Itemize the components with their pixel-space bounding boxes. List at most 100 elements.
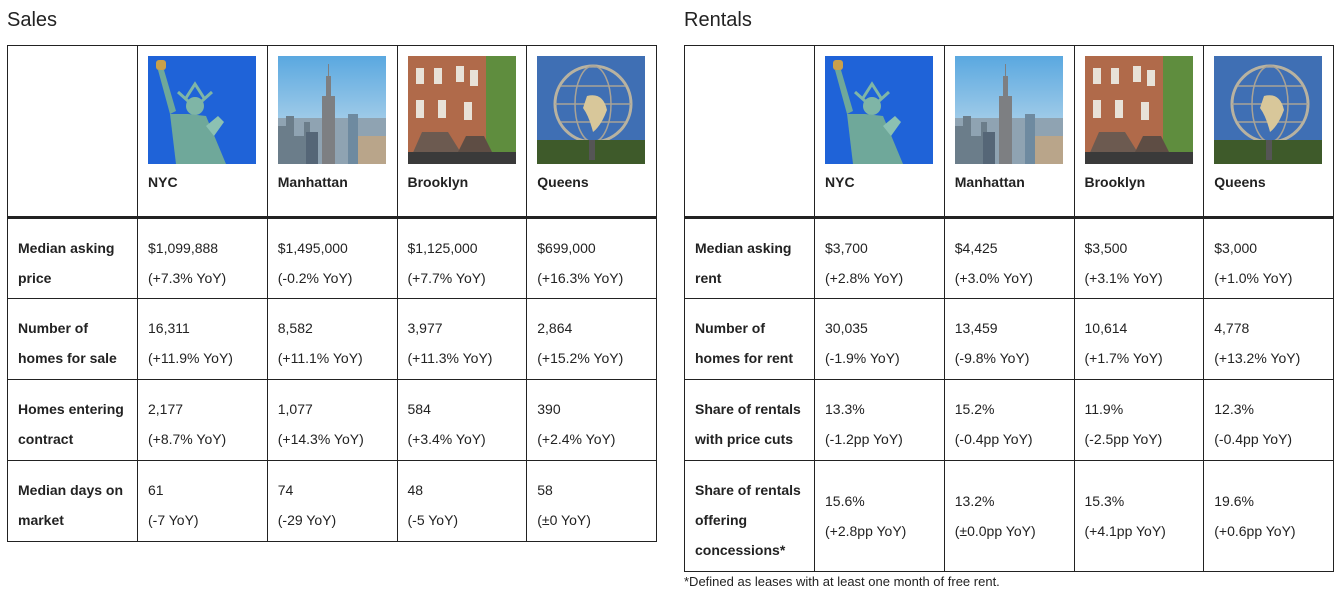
region-label: Manhattan [277,174,348,190]
value-cell: 12.3% (-0.4pp YoY) [1203,379,1334,461]
table-row: Homes entering contract 2,177 (+8.7% YoY) 1… [7,379,657,461]
region-label: Manhattan [954,174,1025,190]
rentals-title: Rentals [684,9,752,31]
metric-value: 13.2% [954,493,995,509]
metric-change: (+2.4% YoY) [537,431,616,447]
metric-value: 3,977 [407,320,443,336]
row-label: Median days on market [7,460,138,542]
row-label: Number of homes for sale [7,298,138,380]
metric-change: (-0.2% YoY) [277,270,353,286]
row-label: Homes entering contract [7,379,138,461]
metric-change: (+11.3% YoY) [407,350,493,366]
table-row: Median days on market 61 (-7 YoY) 74 (-29 Yo… [7,460,657,542]
region-label: Brooklyn [407,174,469,190]
header-corner-cell [7,45,138,219]
value-cell: 16,311 (+11.9% YoY) [137,298,268,380]
metric-change: (-7 YoY) [148,512,199,528]
value-cell: 48 (-5 YoY) [396,460,528,542]
metric-change: (-0.4pp YoY) [954,431,1033,447]
metric-change: (±0.0pp YoY) [954,523,1036,539]
region-label: Queens [1214,174,1266,190]
metric-value: 15.6% [825,493,865,509]
value-cell: 584 (+3.4% YoY) [396,379,528,461]
region-header-brooklyn: Brooklyn [396,45,528,219]
metric-change: (±0 YoY) [537,512,591,528]
value-cell: $1,125,000 (+7.7% YoY) [396,217,528,299]
value-cell: 15.6% (+2.8pp YoY) [814,460,945,572]
metric-value: $3,700 [825,240,868,256]
sales-table: NYC Manhattan Brooklyn Queens Median asking … [7,45,657,542]
value-cell: 3,977 (+11.3% YoY) [396,298,528,380]
table-header: NYC Manhattan Brooklyn Queens [684,45,1334,219]
metric-change: (+4.1pp YoY) [1084,523,1166,539]
metric-change: (+7.3% YoY) [148,270,227,286]
metric-change: (-5 YoY) [407,512,459,528]
value-cell: 58 (±0 YoY) [526,460,657,542]
value-cell: 10,614 (+1.7% YoY) [1073,298,1205,380]
row-label: Share of rentals offering concessions* [684,460,815,572]
region-header-brooklyn: Brooklyn [1073,45,1205,219]
metric-change: (+1.0% YoY) [1214,270,1293,286]
metric-change: (+11.9% YoY) [148,350,233,366]
table-row: Number of homes for sale 16,311 (+11.9% Yo… [7,298,657,380]
metric-value: 13,459 [954,320,998,336]
value-cell: 15.2% (-0.4pp YoY) [943,379,1075,461]
statue-of-liberty-image [148,56,256,164]
header-row: NYC Manhattan Brooklyn Queens [684,45,1334,219]
sales-title: Sales [7,9,58,31]
metric-value: 15.2% [954,401,995,417]
metric-change: (-1.2pp YoY) [825,431,903,447]
metric-value: $3,500 [1084,240,1128,256]
statue-of-liberty-image [825,56,933,164]
metric-value: $4,425 [954,240,998,256]
table-row: Median asking rent $3,700 (+2.8% YoY) $4,42… [684,217,1334,299]
metric-change: (+2.8% YoY) [825,270,904,286]
brownstones-image [1084,56,1193,164]
metric-value: $699,000 [537,240,596,256]
value-cell: $3,000 (+1.0% YoY) [1203,217,1334,299]
metric-change: (+14.3% YoY) [277,431,364,447]
empire-state-skyline-image [277,56,386,164]
table-header: NYC Manhattan Brooklyn Queens [7,45,657,219]
region-label: Brooklyn [1084,174,1146,190]
value-cell: $1,099,888 (+7.3% YoY) [137,217,268,299]
metric-value: 4,778 [1214,320,1250,336]
metric-value: 61 [148,482,164,498]
metric-value: 48 [407,482,424,498]
table-row: Share of rentals offering concessions* 15… [684,460,1334,572]
metric-value: $3,000 [1214,240,1258,256]
metric-value: 12.3% [1214,401,1254,417]
metric-value: 2,864 [537,320,573,336]
metric-value: 584 [407,401,431,417]
region-header-queens: Queens [1203,45,1334,219]
empire-state-skyline-image [954,56,1063,164]
value-cell: 61 (-7 YoY) [137,460,268,542]
value-cell: 13,459 (-9.8% YoY) [943,298,1075,380]
row-label: Median asking price [7,217,138,299]
metric-value: 390 [537,401,561,417]
metric-value: 13.3% [825,401,865,417]
metric-value: $1,495,000 [277,240,348,256]
value-cell: $1,495,000 (-0.2% YoY) [266,217,398,299]
table-body: Median asking rent $3,700 (+2.8% YoY) $4,42… [684,217,1334,572]
value-cell: 13.3% (-1.2pp YoY) [814,379,945,461]
value-cell: 8,582 (+11.1% YoY) [266,298,398,380]
metric-change: (+15.2% YoY) [537,350,624,366]
region-header-nyc: NYC [814,45,945,219]
region-label: NYC [825,174,855,190]
metric-change: (+13.2% YoY) [1214,350,1301,366]
region-label: NYC [148,174,178,190]
metric-value: 10,614 [1084,320,1128,336]
metric-value: 8,582 [277,320,313,336]
metric-value: $1,099,888 [148,240,219,256]
metric-value: 30,035 [825,320,868,336]
metric-change: (-2.5pp YoY) [1084,431,1163,447]
metric-change: (-9.8% YoY) [954,350,1030,366]
value-cell: $4,425 (+3.0% YoY) [943,217,1075,299]
value-cell: 30,035 (-1.9% YoY) [814,298,945,380]
value-cell: 2,864 (+15.2% YoY) [526,298,657,380]
unisphere-image [537,56,646,164]
table-row: Share of rentals with price cuts 13.3% (-1… [684,379,1334,461]
region-header-manhattan: Manhattan [943,45,1075,219]
metric-value: 2,177 [148,401,184,417]
